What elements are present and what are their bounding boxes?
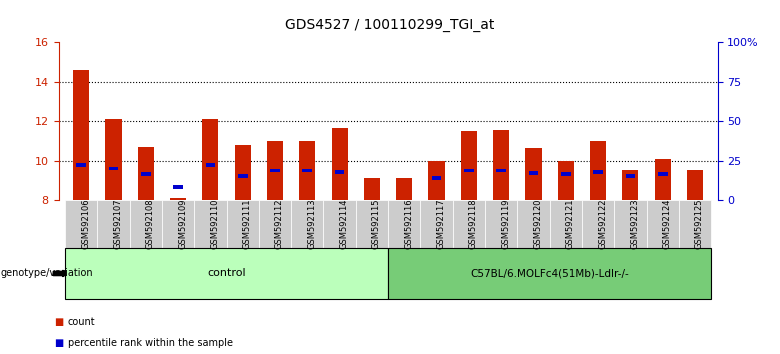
Bar — [173, 185, 183, 189]
Text: GSM592109: GSM592109 — [178, 199, 187, 249]
Bar — [396, 178, 413, 200]
Bar — [335, 171, 345, 175]
Text: control: control — [207, 268, 246, 279]
Text: GSM592118: GSM592118 — [469, 199, 478, 249]
Bar — [687, 171, 703, 200]
Text: GSM592121: GSM592121 — [566, 199, 575, 249]
Text: GSM592120: GSM592120 — [534, 199, 542, 249]
Text: GSM592116: GSM592116 — [404, 199, 413, 249]
Text: GSM592115: GSM592115 — [372, 199, 381, 249]
Bar — [363, 178, 380, 200]
Bar — [267, 141, 283, 200]
Text: C57BL/6.MOLFc4(51Mb)-Ldlr-/-: C57BL/6.MOLFc4(51Mb)-Ldlr-/- — [470, 268, 629, 279]
Text: GSM592122: GSM592122 — [598, 199, 607, 249]
Bar — [170, 198, 186, 200]
Bar — [493, 130, 509, 200]
Text: GSM592124: GSM592124 — [663, 199, 672, 249]
Bar — [303, 169, 312, 172]
Bar — [626, 175, 635, 178]
Bar — [558, 161, 574, 200]
Bar — [658, 172, 668, 176]
Text: GSM592117: GSM592117 — [437, 199, 445, 249]
Text: GSM592113: GSM592113 — [307, 199, 316, 249]
Bar — [141, 172, 151, 176]
Text: GDS4527 / 100110299_TGI_at: GDS4527 / 100110299_TGI_at — [285, 18, 495, 32]
Text: GSM592125: GSM592125 — [695, 199, 704, 249]
Text: GSM592114: GSM592114 — [339, 199, 349, 249]
Text: GSM592123: GSM592123 — [630, 199, 640, 249]
Bar — [137, 147, 154, 200]
Bar — [590, 141, 606, 200]
Bar — [105, 119, 122, 200]
Bar — [461, 131, 477, 200]
Text: GSM592107: GSM592107 — [113, 199, 122, 249]
Text: ■: ■ — [55, 317, 64, 327]
Bar — [238, 175, 247, 178]
Bar — [654, 159, 671, 200]
Text: GSM592106: GSM592106 — [81, 199, 90, 249]
Bar — [594, 171, 603, 175]
Bar — [202, 119, 218, 200]
Bar — [622, 171, 639, 200]
Bar — [205, 162, 215, 166]
Bar — [431, 176, 441, 180]
Bar — [270, 169, 280, 172]
Text: GSM592112: GSM592112 — [275, 199, 284, 249]
Text: genotype/variation: genotype/variation — [1, 268, 94, 279]
Bar — [73, 70, 89, 200]
Bar — [300, 141, 315, 200]
Text: GSM592111: GSM592111 — [243, 199, 252, 249]
Text: count: count — [68, 317, 95, 327]
Text: GSM592119: GSM592119 — [501, 199, 510, 249]
Bar — [496, 169, 506, 172]
Bar — [561, 172, 571, 176]
Bar — [428, 161, 445, 200]
Text: ■: ■ — [55, 338, 64, 348]
Text: percentile rank within the sample: percentile rank within the sample — [68, 338, 233, 348]
Bar — [464, 169, 473, 172]
Text: GSM592110: GSM592110 — [211, 199, 219, 249]
Bar — [76, 162, 86, 166]
Bar — [332, 128, 348, 200]
Text: GSM592108: GSM592108 — [146, 199, 154, 249]
Bar — [235, 145, 250, 200]
Bar — [526, 148, 541, 200]
Bar — [108, 166, 119, 171]
Bar — [529, 171, 538, 175]
